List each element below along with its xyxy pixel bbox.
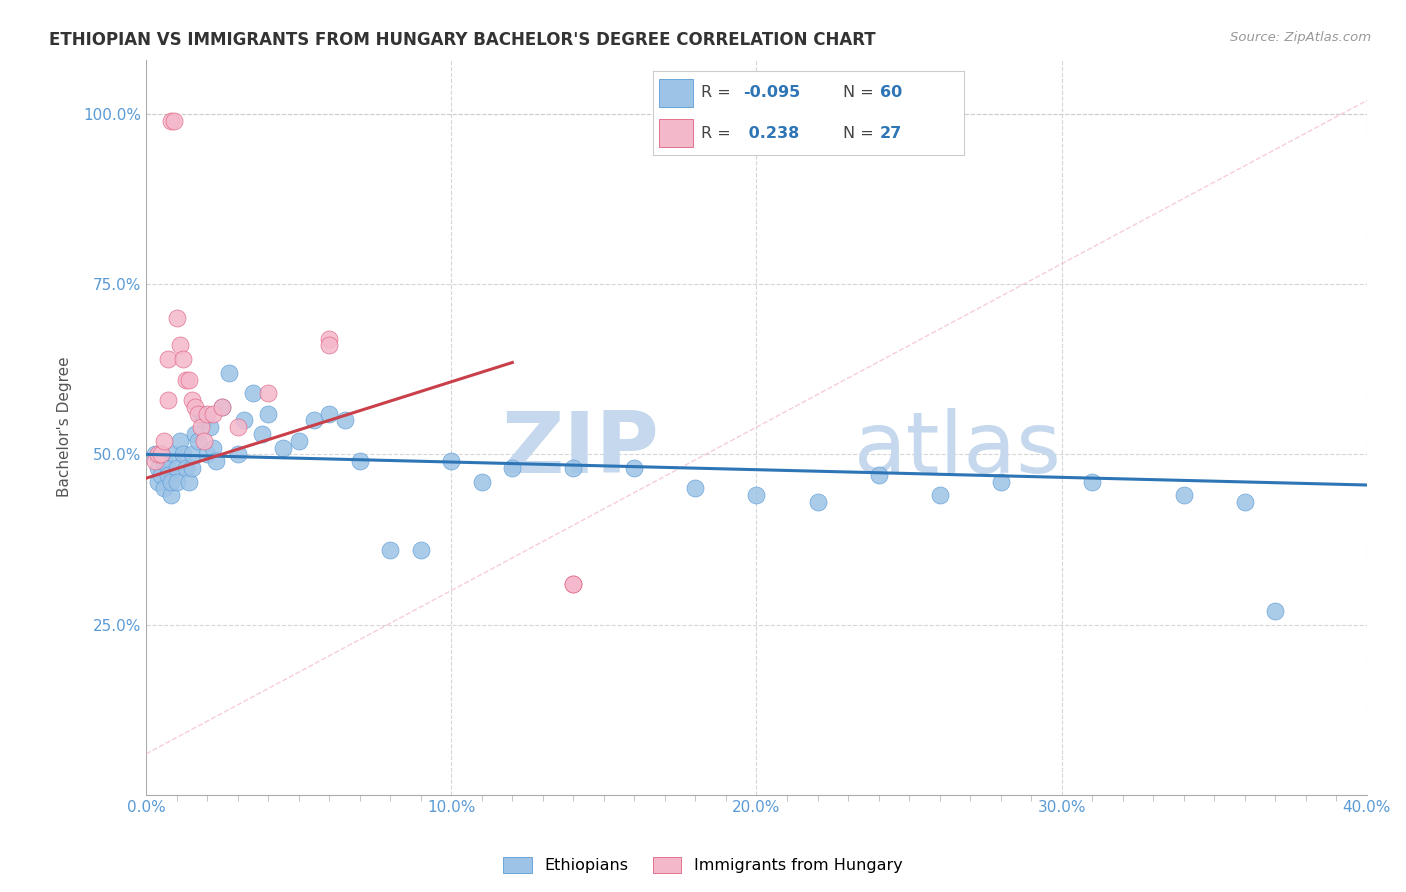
Point bbox=[177, 372, 200, 386]
Point bbox=[1233, 495, 1256, 509]
Point bbox=[150, 467, 173, 482]
Text: Source: ZipAtlas.com: Source: ZipAtlas.com bbox=[1230, 31, 1371, 45]
Point bbox=[187, 407, 209, 421]
Point bbox=[150, 447, 173, 461]
Point bbox=[205, 454, 228, 468]
Point bbox=[143, 447, 166, 461]
Point bbox=[184, 400, 207, 414]
Point bbox=[501, 461, 523, 475]
Point bbox=[232, 413, 254, 427]
Point bbox=[174, 372, 197, 386]
Point bbox=[184, 426, 207, 441]
Point bbox=[242, 386, 264, 401]
Point bbox=[226, 447, 249, 461]
Point bbox=[181, 447, 204, 461]
Point bbox=[623, 461, 645, 475]
Point bbox=[257, 386, 280, 401]
Point bbox=[166, 475, 188, 489]
Point bbox=[868, 467, 890, 482]
Point bbox=[159, 488, 181, 502]
Point bbox=[211, 400, 233, 414]
Point bbox=[169, 434, 191, 448]
Point bbox=[193, 413, 215, 427]
Point bbox=[318, 332, 340, 346]
Point bbox=[685, 482, 707, 496]
Point bbox=[153, 434, 176, 448]
Point bbox=[226, 420, 249, 434]
Point bbox=[1081, 475, 1104, 489]
Point bbox=[562, 576, 585, 591]
Point bbox=[211, 400, 233, 414]
Point bbox=[745, 488, 768, 502]
Point bbox=[333, 413, 356, 427]
Point bbox=[202, 407, 225, 421]
Point bbox=[250, 426, 273, 441]
Point bbox=[287, 434, 309, 448]
Point bbox=[349, 454, 371, 468]
Point bbox=[318, 407, 340, 421]
Point bbox=[169, 338, 191, 352]
Point bbox=[562, 576, 585, 591]
Point bbox=[187, 434, 209, 448]
Point bbox=[143, 454, 166, 468]
Point bbox=[172, 352, 194, 367]
Point bbox=[202, 441, 225, 455]
Point bbox=[928, 488, 950, 502]
Point bbox=[181, 461, 204, 475]
Point bbox=[153, 482, 176, 496]
Point bbox=[195, 447, 218, 461]
Point bbox=[990, 475, 1012, 489]
Point bbox=[159, 113, 181, 128]
Point bbox=[148, 447, 170, 461]
Text: atlas: atlas bbox=[853, 408, 1062, 491]
Text: ZIP: ZIP bbox=[501, 408, 659, 491]
Legend: Ethiopians, Immigrants from Hungary: Ethiopians, Immigrants from Hungary bbox=[496, 850, 910, 880]
Point bbox=[562, 461, 585, 475]
Point bbox=[195, 407, 218, 421]
Point bbox=[156, 392, 179, 407]
Point bbox=[1264, 604, 1286, 618]
Point bbox=[200, 420, 222, 434]
Point bbox=[159, 475, 181, 489]
Point bbox=[380, 542, 402, 557]
Point bbox=[162, 447, 184, 461]
Point bbox=[156, 461, 179, 475]
Point bbox=[1173, 488, 1195, 502]
Point bbox=[806, 495, 828, 509]
Point bbox=[166, 461, 188, 475]
Point bbox=[172, 447, 194, 461]
Point bbox=[193, 434, 215, 448]
Point bbox=[148, 461, 170, 475]
Point bbox=[190, 407, 212, 421]
Point bbox=[153, 454, 176, 468]
Point bbox=[440, 454, 463, 468]
Point bbox=[174, 461, 197, 475]
Point bbox=[148, 475, 170, 489]
Point bbox=[318, 338, 340, 352]
Point bbox=[177, 475, 200, 489]
Point bbox=[156, 352, 179, 367]
Point bbox=[273, 441, 295, 455]
Point bbox=[471, 475, 494, 489]
Point bbox=[302, 413, 325, 427]
Point bbox=[156, 467, 179, 482]
Point bbox=[150, 447, 173, 461]
Point bbox=[257, 407, 280, 421]
Point bbox=[181, 392, 204, 407]
Point bbox=[162, 113, 184, 128]
Point bbox=[218, 366, 240, 380]
Point bbox=[190, 420, 212, 434]
Point bbox=[166, 311, 188, 326]
Text: ETHIOPIAN VS IMMIGRANTS FROM HUNGARY BACHELOR'S DEGREE CORRELATION CHART: ETHIOPIAN VS IMMIGRANTS FROM HUNGARY BAC… bbox=[49, 31, 876, 49]
Point bbox=[409, 542, 432, 557]
Y-axis label: Bachelor's Degree: Bachelor's Degree bbox=[58, 357, 72, 498]
